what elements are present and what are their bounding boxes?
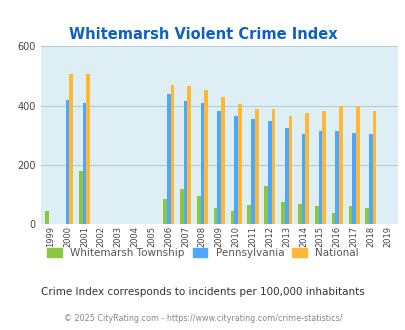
Bar [297,204,301,224]
Bar [170,85,174,224]
Bar [200,103,204,224]
Bar [86,75,90,224]
Bar [338,106,342,224]
Bar [347,206,352,224]
Bar [230,211,234,224]
Bar [364,208,368,224]
Bar [196,196,200,224]
Bar [82,103,86,224]
Text: Crime Index corresponds to incidents per 100,000 inhabitants: Crime Index corresponds to incidents per… [41,287,364,297]
Text: Whitemarsh Violent Crime Index: Whitemarsh Violent Crime Index [68,27,337,42]
Bar [237,104,241,224]
Bar [314,206,318,224]
Bar [355,107,359,224]
Bar [234,116,237,224]
Bar [166,94,170,224]
Bar [213,208,217,224]
Bar [79,171,82,224]
Bar [163,199,166,224]
Bar [45,211,49,224]
Bar [217,111,221,224]
Bar [301,134,305,224]
Bar [183,101,187,224]
Bar [318,131,322,224]
Bar [221,97,224,224]
Bar [372,111,375,224]
Bar [250,119,254,224]
Bar [352,133,355,224]
Bar [331,213,335,224]
Legend: Whitemarsh Township, Pennsylvania, National: Whitemarsh Township, Pennsylvania, Natio… [45,246,360,260]
Bar [335,131,338,224]
Bar [368,134,372,224]
Bar [179,189,183,224]
Bar [288,116,292,224]
Bar [66,100,69,224]
Bar [254,109,258,224]
Bar [247,205,250,224]
Bar [69,75,73,224]
Bar [322,111,325,224]
Bar [280,202,284,224]
Bar [187,86,191,224]
Bar [271,109,275,224]
Bar [264,186,267,224]
Bar [267,121,271,224]
Bar [305,113,308,224]
Text: © 2025 CityRating.com - https://www.cityrating.com/crime-statistics/: © 2025 CityRating.com - https://www.city… [64,314,341,323]
Bar [284,128,288,224]
Bar [204,90,207,224]
